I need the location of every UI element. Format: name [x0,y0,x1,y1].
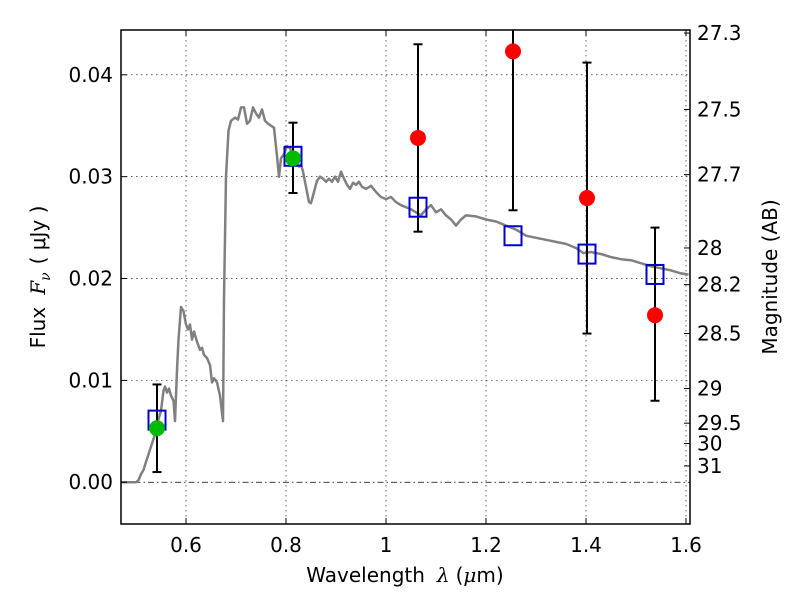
model-photometry-square [408,196,428,218]
y2-tick-label: 28 [697,236,722,260]
red-data-point [505,43,521,60]
y-axis-label: FluxFν( μJy ) [26,206,54,349]
y2-tick-label: 28.5 [697,322,742,346]
model-photometry-square [645,263,665,285]
red-data-point [647,307,663,324]
y2-tick-label: 29 [697,377,722,401]
x-tick-label: 1.6 [670,533,702,557]
y-tick-label: 0.04 [68,63,113,87]
spectrum-line [121,106,689,484]
y-tick-label: 0.03 [68,165,113,189]
model-photometry-square [577,243,597,265]
y-tick-label: 0.01 [68,368,113,392]
x-tick-label: 1 [380,533,393,557]
x-axis-label: Wavelength λ (μm) [306,563,503,587]
model-photometry-square [503,225,523,247]
x-tick-label: 1.2 [470,533,502,557]
y2-tick-label: 29.5 [697,411,742,435]
plot-content [121,30,689,484]
y2-axis-label: Magnitude (AB) [758,199,782,354]
y2-tick-label: 30 [697,432,722,456]
green-data-point [149,420,165,437]
y2-tick-label: 27.5 [697,97,742,121]
y2-tick-label: 27.3 [697,21,742,45]
y2-tick-label: 27.7 [697,163,742,187]
y-axis: 0.00 0.01 0.02 0.03 0.04 [68,63,127,494]
axes-frame [120,29,691,525]
x-tick-label: 0.8 [270,533,302,557]
x-axis: 0.6 0.8 1 1.2 1.4 1.6 [170,30,702,557]
plot-area [121,30,690,524]
x-tick-label: 1.4 [570,533,602,557]
red-data-point [410,129,426,146]
y-tick-label: 0.02 [68,267,113,291]
x-tick-label: 0.6 [170,533,202,557]
y2-tick-label: 31 [697,454,722,478]
red-data-point [579,190,595,207]
y-tick-label: 0.00 [68,470,113,494]
y2-tick-label: 28.2 [697,273,742,297]
green-data-point [285,150,301,167]
